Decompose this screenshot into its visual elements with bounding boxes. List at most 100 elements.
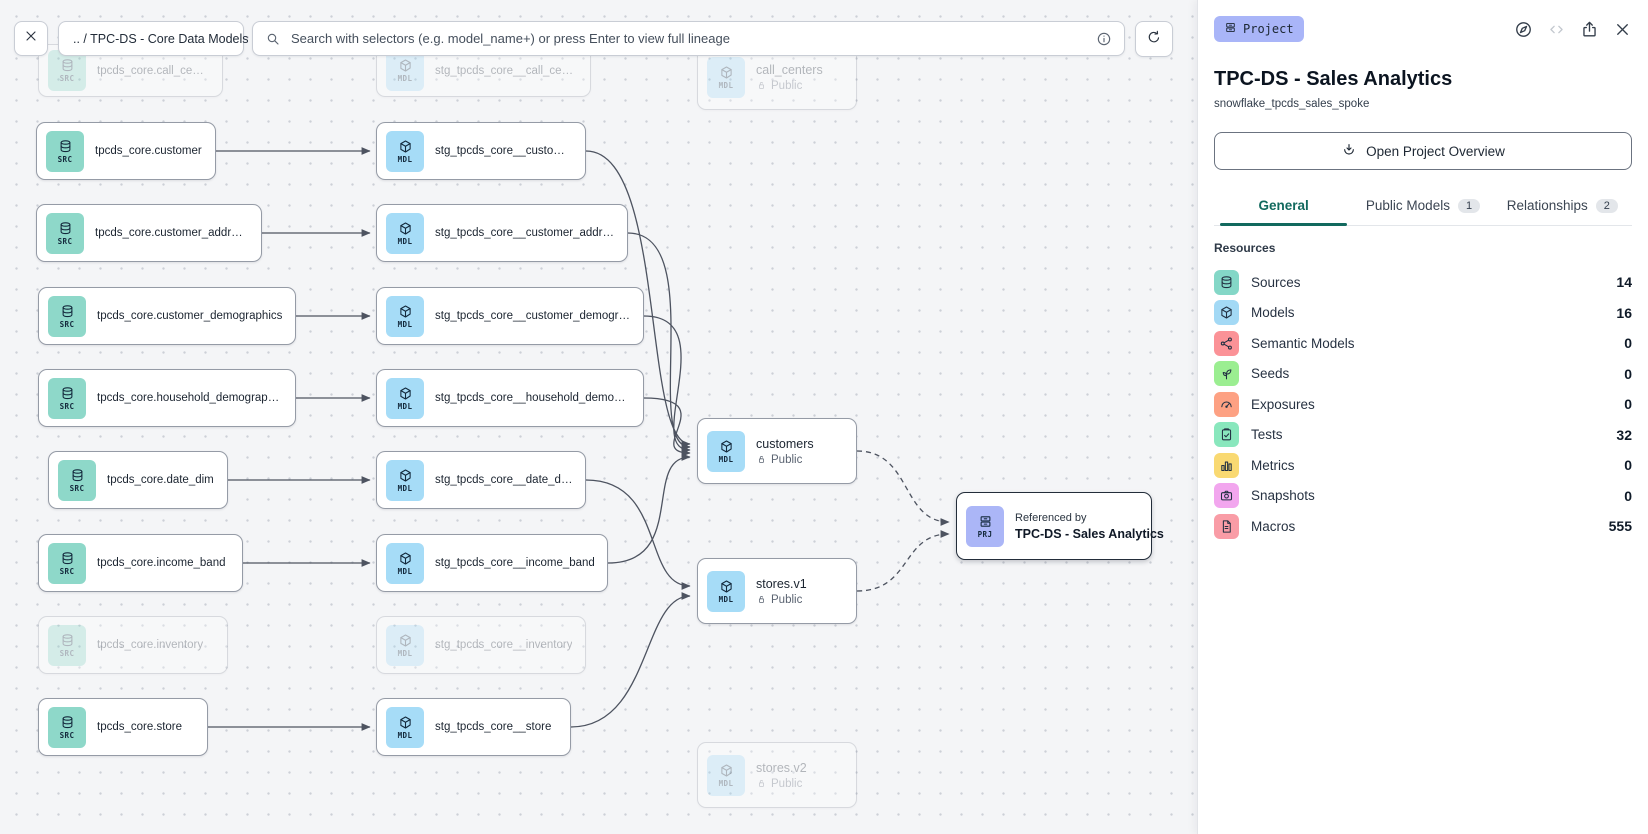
project-badge-label: Project (1243, 22, 1294, 36)
node-mdl_date_dim[interactable]: MDL stg_tpcds_core__date_dim (376, 451, 586, 509)
resource-count: 14 (1616, 274, 1632, 291)
refresh-button[interactable] (1135, 21, 1173, 57)
node-mdl_household_demographics[interactable]: MDL stg_tpcds_core__household_demogr… (376, 369, 644, 427)
tab-relationships[interactable]: Relationships 2 (1493, 188, 1632, 225)
source-badge-icon: SRC (48, 50, 86, 91)
cube-badge-icon: MDL (386, 706, 424, 748)
public-label: Public (771, 453, 803, 466)
source-badge-icon: SRC (48, 706, 86, 748)
cube-badge-icon: MDL (707, 430, 745, 472)
lock-open-icon (756, 594, 767, 605)
node-mdl_inventory[interactable]: MDL stg_tpcds_core__inventory (376, 616, 586, 674)
gauge-icon (1214, 391, 1239, 417)
search-icon (265, 31, 281, 47)
explore-compass-icon[interactable] (1514, 20, 1533, 39)
node-pub_stores_v2[interactable]: MDL stores.v2 Public (697, 742, 857, 808)
tab-label: General (1258, 198, 1309, 213)
node-label: customers (756, 436, 814, 451)
node-mdl_income_band[interactable]: MDL stg_tpcds_core__income_band (376, 534, 608, 592)
project-type-badge: Project (1214, 16, 1304, 42)
node-text: stg_tpcds_core__date_dim (435, 474, 573, 486)
resource-row-metrics: Metrics 0 (1214, 450, 1632, 481)
node-text: tpcds_core.customer (95, 145, 202, 157)
source-badge-icon: SRC (48, 624, 86, 666)
node-pub_customers[interactable]: MDL customers Public (697, 418, 857, 484)
resource-label: Snapshots (1251, 488, 1315, 504)
search-bar[interactable] (252, 21, 1125, 56)
node-pub_stores_v1[interactable]: MDL stores.v1 Public (697, 558, 857, 624)
node-src_customer[interactable]: SRC tpcds_core.customer (36, 122, 216, 180)
node-mdl_customer_address[interactable]: MDL stg_tpcds_core__customer_address (376, 204, 628, 262)
node-text: tpcds_core.call_center (97, 65, 210, 77)
resource-label: Models (1251, 305, 1295, 321)
node-text: tpcds_core.date_dim (107, 474, 214, 486)
resource-row-models: Models 16 (1214, 298, 1632, 329)
node-label: tpcds_core.household_demographics (97, 392, 283, 404)
node-text: stg_tpcds_core__customer_address (435, 227, 615, 239)
close-lineage-button[interactable] (14, 21, 48, 56)
share-icon[interactable] (1580, 20, 1599, 39)
lock-open-icon (756, 80, 767, 91)
clipboard-icon (1214, 422, 1239, 448)
node-src_customer_demographics[interactable]: SRC tpcds_core.customer_demographics (38, 287, 296, 345)
cube-badge-icon: MDL (707, 570, 745, 612)
node-src_store[interactable]: SRC tpcds_core.store (38, 698, 208, 756)
node-text: stg_tpcds_core__household_demogr… (435, 392, 631, 404)
tab-general[interactable]: General (1214, 188, 1353, 226)
cube-badge-icon: MDL (386, 459, 424, 501)
public-access-row: Public (756, 80, 823, 92)
open-project-overview-button[interactable]: Open Project Overview (1214, 132, 1632, 170)
node-src_household_demographics[interactable]: SRC tpcds_core.household_demographics (38, 369, 296, 427)
node-text: stores.v2 Public (756, 761, 807, 790)
cube-badge-icon: MDL (707, 56, 745, 98)
node-src_customer_address[interactable]: SRC tpcds_core.customer_address (36, 204, 262, 262)
lineage-edge (607, 453, 691, 564)
node-mdl_customer[interactable]: MDL stg_tpcds_core__customer (376, 122, 586, 180)
node-text: tpcds_core.income_band (97, 557, 226, 569)
node-src_date_dim[interactable]: SRC tpcds_core.date_dim (48, 451, 228, 509)
resource-row-semantic-models: Semantic Models 0 (1214, 328, 1632, 359)
node-mdl_store[interactable]: MDL stg_tpcds_core__store (376, 698, 571, 756)
node-label: call_centers (756, 62, 823, 77)
node-text: call_centers Public (756, 63, 823, 92)
tab-public-models[interactable]: Public Models 1 (1353, 188, 1492, 225)
node-label: tpcds_core.date_dim (107, 474, 214, 486)
project-icon (1224, 21, 1237, 37)
overview-button-label: Open Project Overview (1366, 143, 1505, 159)
node-label: stg_tpcds_core__household_demogr… (435, 392, 631, 404)
public-label: Public (771, 777, 803, 790)
close-icon (23, 28, 39, 49)
node-mdl_customer_demographics[interactable]: MDL stg_tpcds_core__customer_demogra… (376, 287, 644, 345)
code-icon[interactable] (1547, 20, 1566, 39)
lock-open-icon (756, 778, 767, 789)
breadcrumb[interactable]: .. / TPC-DS - Core Data Models (58, 21, 249, 56)
node-prj_sales_analytics[interactable]: PRJ Referenced by TPC-DS - Sales Analytics (956, 492, 1164, 560)
cross-project-edge (856, 450, 950, 526)
tab-label: Public Models (1365, 198, 1450, 213)
resource-count: 0 (1624, 365, 1632, 382)
node-text: tpcds_core.customer_address (95, 227, 249, 239)
info-icon[interactable] (1096, 31, 1112, 47)
close-panel-icon[interactable] (1613, 20, 1632, 39)
node-text: stg_tpcds_core__store (435, 721, 551, 733)
node-text: tpcds_core.household_demographics (97, 392, 283, 404)
lineage-edge (643, 315, 691, 454)
cube-badge-icon: PRJ (966, 505, 1004, 547)
public-label: Public (771, 79, 803, 92)
resource-row-seeds: Seeds 0 (1214, 359, 1632, 390)
search-input[interactable] (289, 30, 1088, 47)
source-badge-icon: SRC (46, 130, 84, 172)
lineage-edge (585, 479, 691, 590)
node-text: stg_tpcds_core__customer (435, 145, 573, 157)
resource-label: Semantic Models (1251, 335, 1355, 351)
resource-count: 0 (1624, 396, 1632, 413)
semantic-icon (1214, 330, 1239, 356)
node-src_income_band[interactable]: SRC tpcds_core.income_band (38, 534, 243, 592)
refresh-icon (1146, 29, 1162, 50)
node-src_inventory[interactable]: SRC tpcds_core.inventory (38, 616, 228, 674)
resources-list: Sources 14 Models 16 Semantic Models 0 Seeds 0 E… (1214, 267, 1632, 542)
panel-tabs: General Public Models 1 Relationships 2 (1214, 188, 1632, 226)
node-text: Referenced by TPC-DS - Sales Analytics (1015, 512, 1164, 541)
camera-icon (1214, 483, 1239, 509)
node-text: stg_tpcds_core__income_band (435, 557, 595, 569)
